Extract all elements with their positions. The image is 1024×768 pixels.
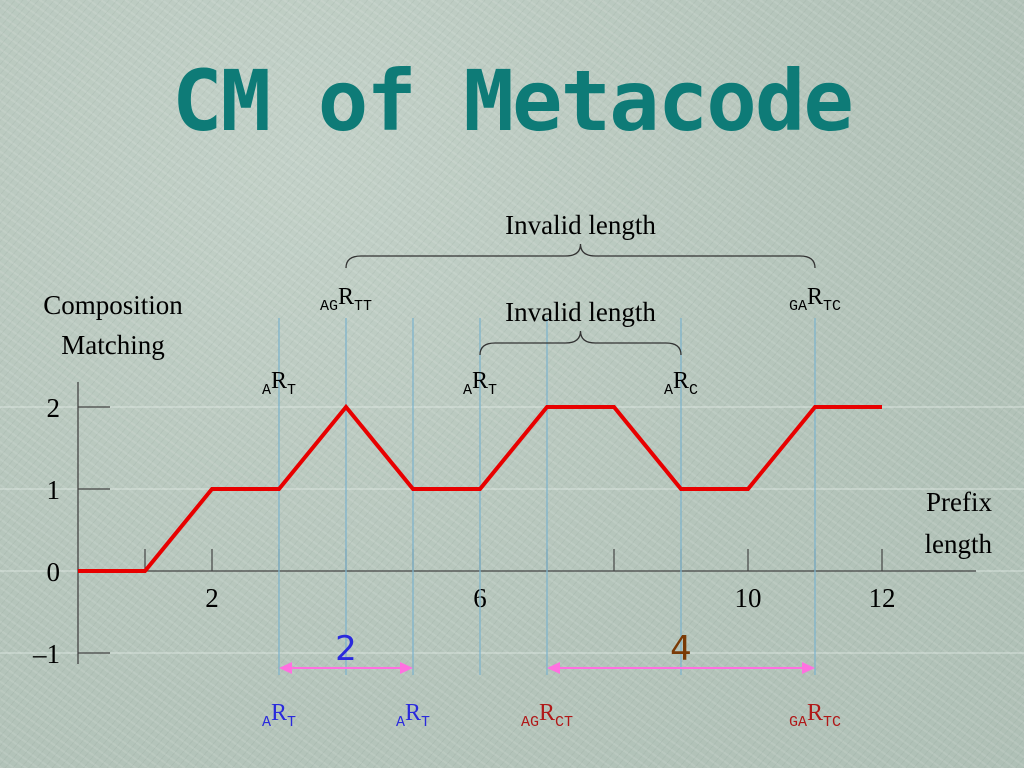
r-label-main: R: [539, 700, 555, 726]
bottom-r-label: GARTC: [789, 700, 841, 731]
r-label-prefix: AG: [320, 298, 338, 315]
top-r-label: ART: [262, 368, 296, 399]
r-label-prefix: A: [262, 714, 271, 731]
interval-length-label: 2: [335, 629, 357, 669]
brace-label: Invalid length: [505, 210, 656, 240]
r-label-prefix: GA: [789, 714, 807, 731]
r-label-main: R: [271, 700, 287, 726]
top-r-label: ARC: [664, 368, 698, 399]
arrow-head-right: [400, 662, 413, 674]
x-axis-title-line: Prefix: [926, 487, 992, 517]
arrow-head-right: [802, 662, 815, 674]
r-label-main: R: [472, 368, 488, 394]
r-label-prefix: A: [396, 714, 405, 731]
y-axis-title-line: Composition: [43, 290, 183, 320]
y-tick-label: 0: [47, 557, 61, 587]
brace: [345, 243, 816, 269]
x-tick-label: 12: [869, 583, 896, 613]
arrow-head-left: [279, 662, 292, 674]
r-label-main: R: [807, 284, 823, 310]
r-label-main: R: [807, 700, 823, 726]
brace: [479, 330, 682, 356]
y-axis-title: Composition Matching: [43, 290, 183, 360]
r-label-main: R: [673, 368, 689, 394]
x-tick-label: 10: [735, 583, 762, 613]
r-label-sub: T: [287, 382, 296, 399]
bottom-r-label: ART: [396, 700, 430, 731]
y-tick-label: –1: [32, 639, 60, 669]
r-label-prefix: GA: [789, 298, 807, 315]
r-label-sub: TC: [823, 714, 841, 731]
y-tick-label: 2: [47, 393, 61, 423]
brace-label: Invalid length: [505, 297, 656, 327]
r-label-main: R: [405, 700, 421, 726]
bottom-r-label: ART: [262, 700, 296, 731]
arrow-head-left: [547, 662, 560, 674]
r-label-sub: CT: [555, 714, 573, 731]
r-label-sub: T: [421, 714, 430, 731]
r-label-sub: TC: [823, 298, 841, 315]
x-tick-label: 2: [205, 583, 219, 613]
r-label-prefix: A: [262, 382, 271, 399]
x-axis-title-line: length: [925, 529, 993, 559]
top-r-label: AGRTT: [320, 284, 372, 315]
r-label-prefix: A: [664, 382, 673, 399]
y-axis-title-line: Matching: [61, 330, 164, 360]
x-axis-title: Prefix length: [925, 487, 993, 559]
r-label-prefix: A: [463, 382, 472, 399]
top-r-label: GARTC: [789, 284, 841, 315]
r-label-main: R: [338, 284, 354, 310]
r-label-sub: T: [488, 382, 497, 399]
r-label-sub: TT: [354, 298, 372, 315]
r-label-prefix: AG: [521, 714, 539, 731]
r-label-sub: C: [689, 382, 698, 399]
r-label-main: R: [271, 368, 287, 394]
top-r-label: ART: [463, 368, 497, 399]
bottom-r-label: AGRCT: [521, 700, 573, 731]
r-label-sub: T: [287, 714, 296, 731]
y-tick-label: 1: [47, 475, 61, 505]
page-title: CM of Metacode: [171, 52, 854, 150]
interval-length-label: 4: [670, 629, 692, 669]
